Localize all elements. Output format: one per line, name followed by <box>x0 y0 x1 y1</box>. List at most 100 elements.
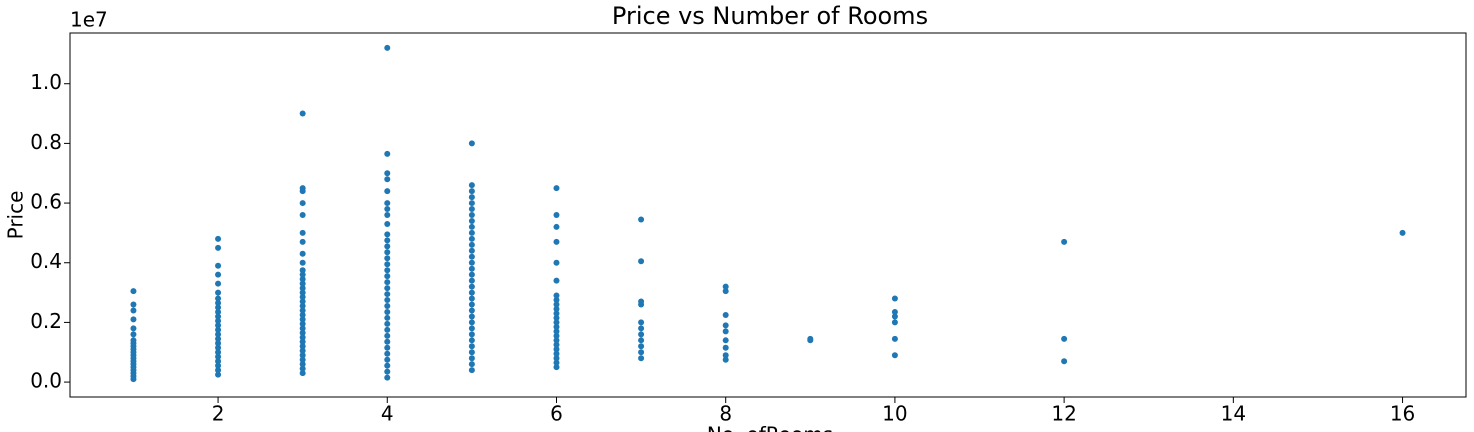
point <box>299 370 306 377</box>
point <box>553 328 560 335</box>
point <box>215 304 222 311</box>
point <box>553 346 560 353</box>
point <box>384 170 391 177</box>
point <box>891 352 898 359</box>
point <box>299 311 306 318</box>
point <box>891 308 898 315</box>
point <box>553 364 560 371</box>
point <box>553 319 560 326</box>
point <box>215 322 222 329</box>
point <box>299 280 306 287</box>
point <box>215 289 222 296</box>
point <box>384 291 391 298</box>
point <box>384 188 391 195</box>
point <box>215 349 222 356</box>
point <box>130 307 137 314</box>
point <box>384 273 391 280</box>
point <box>384 279 391 286</box>
x-tick-label: 4 <box>381 402 394 426</box>
point <box>215 280 222 287</box>
point <box>384 200 391 207</box>
y-tick-label: 0.6 <box>30 190 62 214</box>
point <box>384 176 391 183</box>
point <box>553 305 560 312</box>
point <box>553 223 560 230</box>
point <box>215 362 222 369</box>
point <box>384 220 391 227</box>
point <box>468 337 475 344</box>
point <box>638 349 645 356</box>
point <box>468 289 475 296</box>
point <box>215 371 222 378</box>
point <box>638 298 645 305</box>
point <box>130 316 137 323</box>
point <box>722 311 729 318</box>
point <box>468 331 475 338</box>
point <box>553 212 560 218</box>
point <box>468 223 475 230</box>
point <box>468 212 475 218</box>
point <box>384 308 391 315</box>
point <box>384 356 391 363</box>
point <box>384 344 391 351</box>
point <box>468 307 475 314</box>
chart-title: Price vs Number of Rooms <box>612 2 928 30</box>
point <box>468 229 475 236</box>
point <box>638 216 645 223</box>
point <box>468 283 475 290</box>
point <box>130 288 137 295</box>
point <box>553 350 560 357</box>
point <box>553 323 560 330</box>
point <box>299 250 306 257</box>
point <box>384 261 391 268</box>
point <box>299 325 306 332</box>
point <box>468 200 475 207</box>
point <box>384 297 391 304</box>
point <box>553 341 560 348</box>
y-axis-label: Price <box>4 191 28 240</box>
point <box>299 303 306 309</box>
x-tick-label: 6 <box>550 402 563 426</box>
point <box>384 212 391 218</box>
point <box>891 319 898 326</box>
x-tick-label: 12 <box>1051 402 1076 426</box>
point <box>215 300 222 307</box>
point <box>215 262 222 269</box>
point <box>468 301 475 308</box>
point <box>468 367 475 374</box>
point <box>384 206 391 213</box>
point <box>553 332 560 339</box>
point <box>130 325 137 332</box>
point <box>299 200 306 207</box>
point <box>722 356 729 363</box>
point <box>553 337 560 344</box>
x-tick-label: 14 <box>1221 402 1246 426</box>
point <box>553 277 560 284</box>
point <box>468 361 475 368</box>
point <box>722 328 729 335</box>
point <box>299 238 306 245</box>
point <box>553 301 560 308</box>
point <box>553 359 560 366</box>
point <box>215 344 222 351</box>
x-tick-label: 8 <box>719 402 732 426</box>
point <box>299 285 306 292</box>
point <box>722 352 729 359</box>
point <box>384 362 391 369</box>
point <box>384 231 391 238</box>
point <box>215 271 222 278</box>
point <box>215 353 222 360</box>
point <box>384 338 391 345</box>
point <box>384 374 391 381</box>
point <box>468 313 475 320</box>
point <box>299 343 306 350</box>
point <box>722 344 729 351</box>
point <box>468 271 475 278</box>
point <box>384 249 391 256</box>
plot-frame <box>69 32 1467 398</box>
point <box>891 335 898 342</box>
point <box>468 217 475 224</box>
point <box>384 320 391 327</box>
point <box>299 294 306 301</box>
